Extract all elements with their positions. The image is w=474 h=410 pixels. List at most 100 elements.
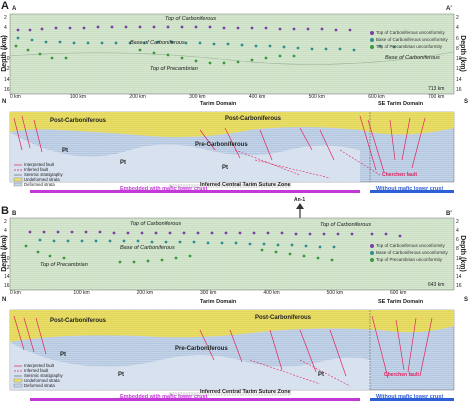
legend-dot-icon — [370, 250, 374, 255]
panel-b-unit-pt-1: Pt — [60, 352, 66, 358]
depth-tick: 6 — [456, 237, 459, 244]
panel-b-length: 643 km — [428, 282, 445, 288]
legend-dot-icon — [370, 30, 374, 35]
panel-a-unit-pt-2: Pt — [120, 160, 126, 166]
depth-tick: 8 — [4, 246, 7, 253]
x-tick: 100 km — [73, 290, 90, 296]
panel-a-hz-base-carb: Base of Carboniferous — [130, 40, 185, 46]
x-tick: 500 km — [326, 290, 344, 296]
panel-a-hz-top-pre: Top of Precambrian — [150, 66, 198, 72]
panel-b-legend2-4: Undeformed strata — [24, 378, 60, 383]
depth-tick: 12 — [4, 264, 10, 271]
panel-b-unit-pt-3: Pt — [318, 372, 324, 378]
panel-b-legend-1: Top of Carboniferous unconformity — [370, 243, 445, 248]
x-tick: 400 km — [263, 290, 280, 296]
panel-b-suture: Inferred Central Tarim Suture Zone — [200, 389, 291, 395]
depth-tick: 10 — [456, 56, 462, 63]
depth-tick: 10 — [456, 255, 462, 262]
x-tick: 300 km — [189, 94, 206, 100]
panel-b-unit-post: Post-Carboniferous — [50, 318, 107, 324]
well-arrow — [296, 203, 304, 218]
panel-a-hz-base-carb2: Base of Carboniferous — [385, 55, 440, 61]
depth-tick: 2 — [4, 15, 7, 21]
x-tick: 100 km — [69, 94, 87, 100]
panel-b-unit-pt-2: Pt — [118, 372, 124, 378]
depth-tick: 10 — [4, 255, 10, 262]
panel-b-legend-2: Base of Carboniferous unconformity — [370, 250, 448, 255]
x-tick: 500 km — [308, 94, 325, 100]
panel-b-hz-top-carb2: Top of Carboniferous — [320, 222, 372, 228]
panel-b-start: B — [12, 211, 17, 217]
panel-b-unit-post2: Post-Carboniferous — [255, 315, 312, 321]
depth-tick: 12 — [4, 66, 10, 73]
depth-tick: 14 — [456, 273, 462, 280]
panel-b-s: S — [464, 297, 469, 303]
panel-b-legend2-2: Inferred fault — [24, 368, 49, 373]
depth-tick: 8 — [456, 246, 459, 253]
panel-a-label: A — [1, 0, 9, 12]
panel-b-n: N — [2, 297, 7, 303]
panel-a-crust-left: Embedded with mafic lower crust — [120, 186, 208, 192]
depth-tick: 4 — [4, 25, 7, 32]
panel-b-hz-top-pre: Top of Precambrian — [40, 262, 88, 268]
panel-b-domain-right: SE Tarim Domain — [378, 299, 424, 305]
depth-tick: 16 — [456, 283, 462, 289]
panel-a-legend2-3: Seismic stratigraphy — [24, 172, 63, 177]
panel-b-unit-pre: Pre-Carboniferous — [175, 346, 228, 352]
panel-a-legend2-1: Interpreted fault — [24, 162, 55, 167]
depth-tick: 6 — [4, 35, 7, 42]
legend-dot-icon — [370, 44, 374, 49]
panel-a-unit-pre: Pre-Carboniferous — [195, 142, 248, 148]
x-tick: 200 km — [129, 94, 146, 100]
panel-a-unit-pt-3: Pt — [222, 165, 228, 171]
panel-b-hz-base-carb: Base of Carboniferous — [120, 245, 175, 251]
panel-a-legend-3: Top of Precambrian unconformity — [370, 44, 442, 49]
legend-dot-icon — [370, 257, 374, 262]
panel-b-seismic — [9, 217, 455, 291]
x-tick: 700 km — [428, 94, 445, 100]
depth-tick: 4 — [456, 25, 459, 32]
panel-b-crust-right: Without mafic lower crust — [376, 394, 444, 400]
panel-a-fault: Cherchen fault — [382, 172, 418, 178]
panel-b-legend2-3: Seismic stratigraphy — [24, 373, 63, 378]
depth-tick: 2 — [456, 219, 459, 225]
panel-b-crust-left: Embedded with mafic lower crust — [120, 394, 208, 400]
x-tick: 0 km — [10, 94, 21, 100]
x-tick: 400 km — [248, 94, 266, 100]
panel-b-legend-3: Top of Precambrian unconformity — [370, 257, 442, 262]
panel-a-start: A — [12, 6, 17, 12]
depth-tick: 2 — [456, 15, 459, 21]
x-tick: 200 km — [136, 290, 154, 296]
panel-b-legend2-5: Deformed strata — [24, 383, 55, 388]
panel-a-unit-post2: Post-Carboniferous — [225, 116, 282, 122]
depth-tick: 14 — [4, 273, 10, 280]
panel-b-domain-left: Tarim Domain — [200, 299, 237, 305]
panel-a-n: N — [2, 99, 7, 105]
depth-tick: 16 — [456, 87, 462, 93]
legend-dot-icon — [370, 37, 374, 42]
panel-b-fault: Cherchen fault — [384, 372, 420, 378]
depth-tick: 14 — [456, 76, 462, 83]
depth-tick: 10 — [4, 56, 10, 63]
panel-b-end: B' — [446, 211, 452, 217]
panel-a-legend2-5: Deformed strata — [24, 182, 55, 187]
panel-a-interpretation — [9, 111, 455, 193]
x-tick: 300 km — [200, 290, 217, 296]
x-tick: 0 km — [10, 290, 21, 296]
depth-tick: 6 — [456, 35, 459, 42]
x-tick: 600 km — [390, 290, 407, 296]
panel-b-label: B — [1, 205, 9, 217]
panel-b-legend2-1: Interpreted fault — [24, 363, 55, 368]
depth-tick: 8 — [4, 45, 7, 52]
panel-a-unit-post: Post-Carboniferous — [50, 118, 107, 124]
panel-a-end: A' — [446, 6, 452, 12]
depth-tick: 12 — [456, 264, 462, 271]
depth-tick: 12 — [456, 66, 462, 73]
panel-a-suture: Inferred Central Tarim Suture Zone — [200, 182, 291, 188]
depth-tick: 14 — [4, 76, 10, 83]
panel-a-hz-top-carb: Top of Carboniferous — [165, 16, 217, 22]
well-label: An-1 — [294, 197, 306, 203]
panel-a-domain-right: SE Tarim Domain — [378, 101, 424, 107]
depth-tick: 8 — [456, 45, 459, 52]
